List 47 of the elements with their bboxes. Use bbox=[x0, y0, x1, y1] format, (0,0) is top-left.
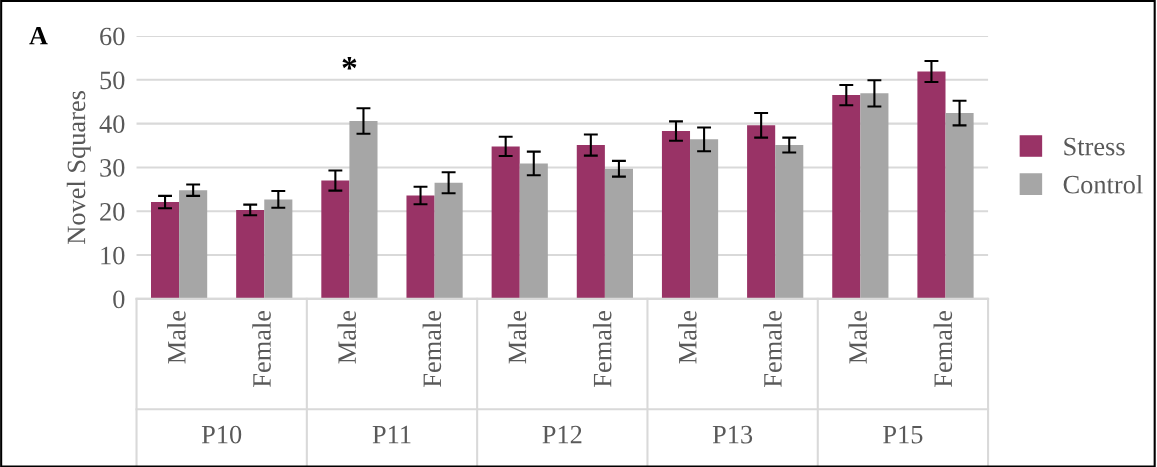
bar bbox=[434, 182, 463, 299]
x-tick-label: Male bbox=[337, 310, 357, 364]
y-tick-label: 10 bbox=[101, 246, 125, 265]
bar bbox=[151, 202, 180, 299]
y-tick-label: 20 bbox=[100, 202, 125, 221]
y-tick-label: 30 bbox=[100, 159, 125, 177]
x-tick-label: Male bbox=[848, 310, 867, 364]
bar bbox=[945, 113, 974, 299]
legend-label: Control bbox=[1063, 174, 1143, 194]
x-tick-label: Male bbox=[678, 310, 697, 364]
bar bbox=[264, 199, 293, 299]
bar bbox=[747, 125, 776, 299]
bar bbox=[321, 180, 350, 299]
legend-label: Stress bbox=[1064, 137, 1125, 156]
x-tick-label: Female bbox=[592, 310, 612, 387]
bar bbox=[604, 168, 633, 299]
text: P12 bbox=[542, 425, 582, 444]
bar bbox=[406, 195, 435, 299]
text: P15 bbox=[883, 425, 923, 444]
x-tick-label: Male bbox=[167, 310, 186, 364]
y-axis-title: Novel Squares bbox=[66, 91, 91, 244]
bar bbox=[917, 71, 946, 299]
bar bbox=[576, 145, 605, 299]
bar bbox=[179, 190, 208, 299]
y-tick-label: 0 bbox=[113, 290, 125, 309]
bar bbox=[690, 139, 719, 299]
x-tick-label: Female bbox=[763, 310, 782, 387]
annotation: * bbox=[342, 57, 357, 70]
text: P13 bbox=[712, 425, 753, 444]
text: P11 bbox=[372, 425, 411, 444]
text: A bbox=[29, 26, 48, 45]
x-tick-label: Male bbox=[507, 310, 527, 364]
text: P10 bbox=[201, 425, 242, 444]
bar bbox=[860, 93, 889, 299]
bar bbox=[519, 163, 548, 299]
bar bbox=[661, 131, 691, 299]
y-tick-label: 60 bbox=[100, 27, 125, 46]
y-tick-label: 40 bbox=[99, 115, 125, 134]
y-tick-label: 50 bbox=[100, 71, 125, 90]
bar bbox=[491, 146, 520, 299]
bar bbox=[349, 120, 378, 299]
x-tick-label: Female bbox=[252, 310, 271, 387]
bar bbox=[832, 95, 861, 299]
x-tick-label: Female bbox=[422, 310, 442, 387]
bar bbox=[236, 209, 265, 299]
bar bbox=[775, 145, 804, 299]
x-tick-label: Female bbox=[933, 310, 953, 387]
